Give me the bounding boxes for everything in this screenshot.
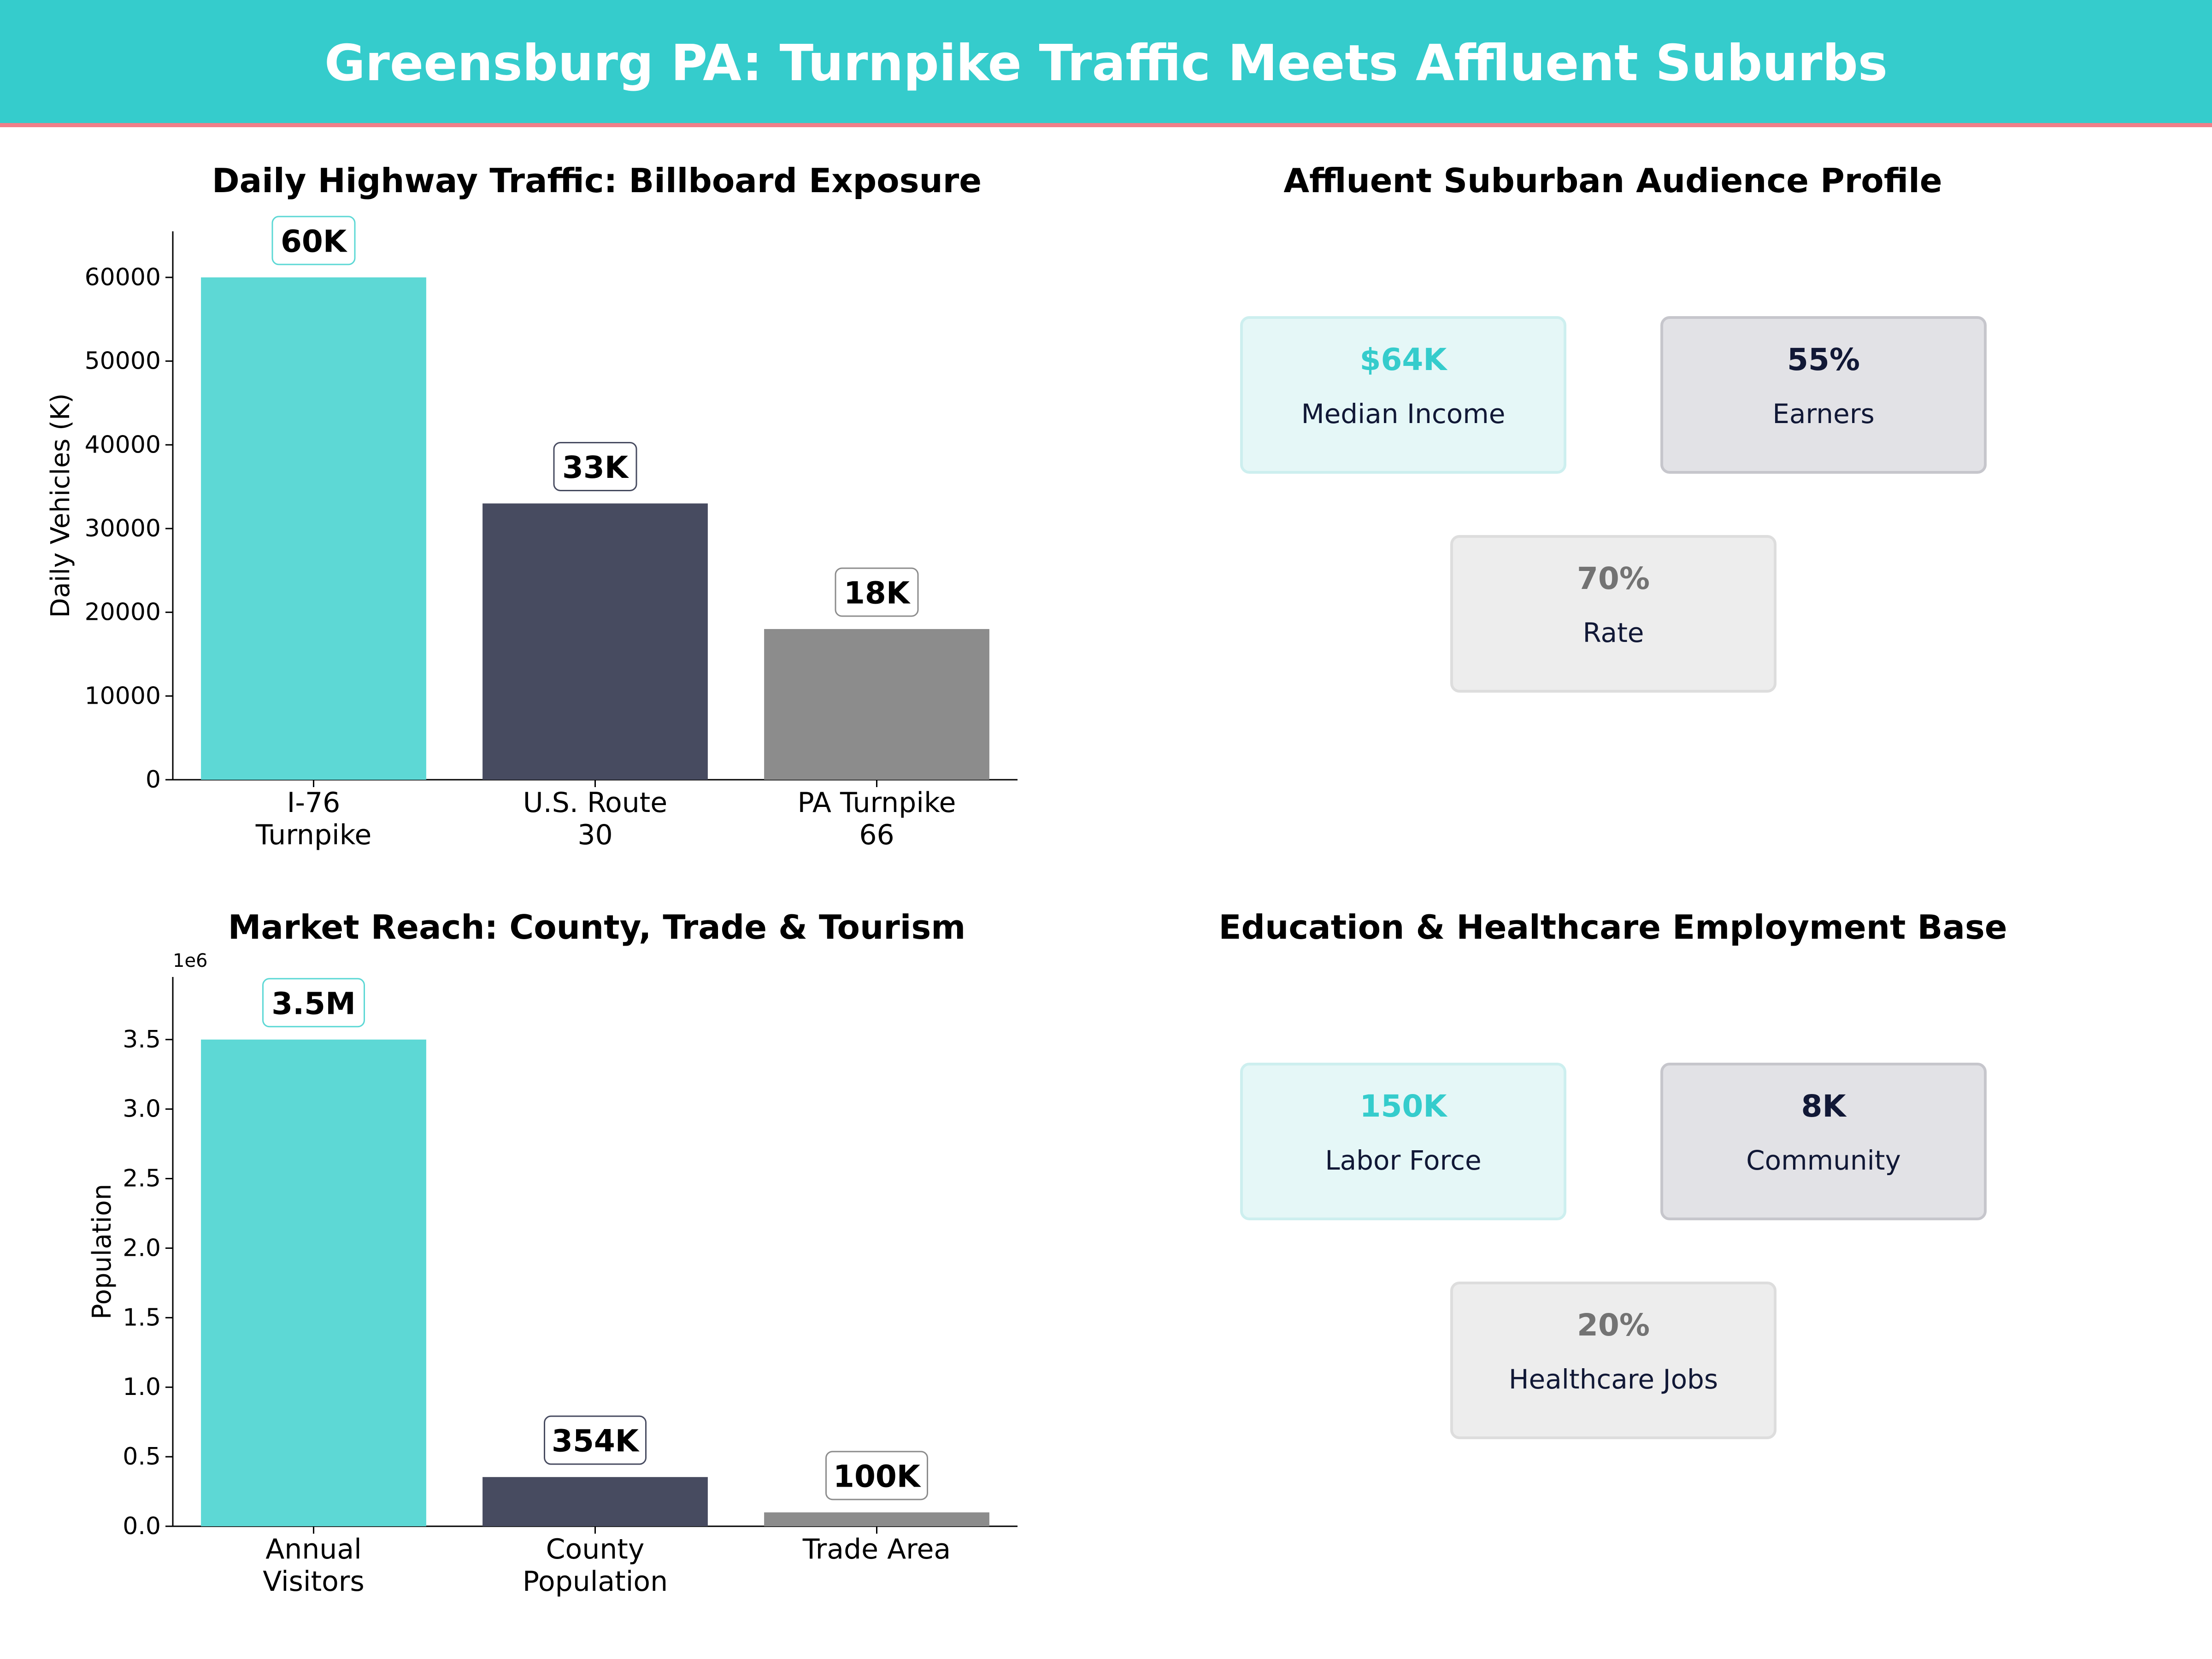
- labor-force-card: 150K Labor Force: [1240, 1063, 1566, 1220]
- y-tick-label: 60000: [85, 264, 161, 291]
- traffic-bar-chart: 0 10000 20000 30000 40000 50000 60000 Daily Veh…: [46, 216, 1018, 851]
- y-tick-label: 1.5: [123, 1304, 161, 1331]
- header-banner: Greensburg PA: Turnpike Traffic Meets Af…: [0, 0, 2212, 127]
- healthcare-jobs-card: 20% Healthcare Jobs: [1450, 1282, 1777, 1439]
- x-tick-label: Trade Area: [802, 1533, 951, 1565]
- page-title: Greensburg PA: Turnpike Traffic Meets Af…: [324, 35, 1888, 92]
- rate-value: 70%: [1577, 561, 1650, 596]
- earners-label: Earners: [1772, 398, 1875, 429]
- audience-panel-title: Affluent Suburban Audience Profile: [1283, 161, 1942, 200]
- market-chart-title: Market Reach: County, Trade & Tourism: [228, 908, 966, 947]
- data-label-box: [825, 1451, 928, 1500]
- data-label: 18K: [844, 575, 911, 611]
- x-tick-label: PA Turnpike 66: [798, 787, 956, 851]
- data-label: 3.5M: [271, 986, 356, 1021]
- healthcare-jobs-value: 20%: [1577, 1307, 1650, 1343]
- data-label: 60K: [281, 224, 348, 259]
- data-label-box: [553, 441, 637, 491]
- y-tick-label: 2.5: [123, 1165, 161, 1193]
- bar: [764, 1512, 989, 1526]
- y-tick-label: 40000: [85, 431, 161, 459]
- labor-force-label: Labor Force: [1325, 1145, 1482, 1176]
- bar: [201, 277, 426, 780]
- data-label-box: [271, 216, 356, 265]
- y-offset-label: 1e6: [173, 950, 208, 971]
- median-income-card: $64K Median Income: [1240, 316, 1566, 474]
- market-bar-chart: 0.0 0.5 1.0 1.5 2.0 2.5 3.0 3.5 1e6 Population Ann…: [87, 950, 1018, 1598]
- bar: [482, 503, 708, 780]
- earners-card: 55% Earners: [1660, 316, 1987, 474]
- x-tick-label: I-76 Turnpike: [255, 787, 371, 851]
- x-tick-label: County Population: [523, 1533, 668, 1598]
- earners-value: 55%: [1787, 342, 1860, 377]
- x-tick-label: Annual Visitors: [263, 1533, 365, 1598]
- bar: [201, 1039, 426, 1526]
- y-tick-label: 0.0: [123, 1512, 161, 1540]
- community-card: 8K Community: [1660, 1063, 1987, 1220]
- y-tick-label: 2.0: [123, 1234, 161, 1262]
- data-label: 33K: [562, 450, 629, 485]
- community-value: 8K: [1801, 1088, 1846, 1124]
- y-tick-label: 1.0: [123, 1373, 161, 1401]
- y-tick-label: 3.5: [123, 1026, 161, 1053]
- y-tick-label: 3.0: [123, 1095, 161, 1123]
- labor-force-value: 150K: [1359, 1088, 1447, 1124]
- y-axis-label: Daily Vehicles (K): [46, 393, 76, 618]
- rate-card: 70% Rate: [1450, 535, 1777, 693]
- rate-label: Rate: [1583, 617, 1644, 648]
- y-tick-label: 10000: [85, 682, 161, 710]
- y-tick-label: 20000: [85, 599, 161, 626]
- median-income-label: Median Income: [1301, 398, 1506, 429]
- bar: [764, 629, 989, 780]
- median-income-value: $64K: [1359, 342, 1447, 377]
- healthcare-jobs-label: Healthcare Jobs: [1508, 1364, 1718, 1395]
- y-axis-label: Population: [87, 1184, 117, 1319]
- y-tick-label: 0: [146, 766, 161, 794]
- data-label-box: [835, 567, 919, 617]
- x-tick-label: U.S. Route 30: [523, 787, 667, 851]
- data-label-box: [544, 1415, 647, 1465]
- community-label: Community: [1746, 1145, 1901, 1176]
- y-tick-label: 30000: [85, 515, 161, 542]
- data-label: 100K: [833, 1459, 922, 1494]
- employment-panel-title: Education & Healthcare Employment Base: [1218, 908, 2007, 947]
- bar: [482, 1477, 708, 1526]
- data-label: 354K: [552, 1424, 640, 1459]
- y-tick-label: 50000: [85, 347, 161, 375]
- y-tick-label: 0.5: [123, 1443, 161, 1471]
- traffic-chart-title: Daily Highway Traffic: Billboard Exposur…: [212, 161, 982, 200]
- data-label-box: [262, 978, 365, 1028]
